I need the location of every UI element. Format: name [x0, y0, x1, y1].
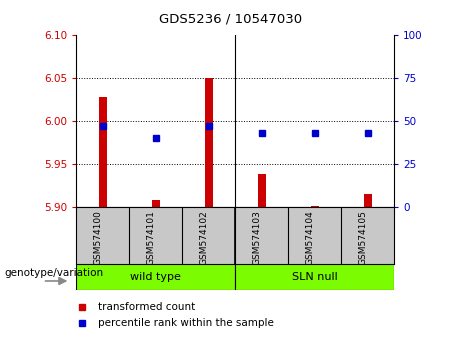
Text: SLN null: SLN null — [292, 272, 337, 282]
Bar — [311, 206, 319, 207]
Text: GSM574102: GSM574102 — [200, 210, 208, 265]
Text: GSM574100: GSM574100 — [94, 210, 102, 265]
Bar — [364, 194, 372, 207]
Text: transformed count: transformed count — [98, 302, 195, 312]
Bar — [205, 78, 213, 207]
Text: wild type: wild type — [130, 272, 181, 282]
Text: GDS5236 / 10547030: GDS5236 / 10547030 — [159, 12, 302, 25]
Text: GSM574103: GSM574103 — [253, 210, 262, 265]
Bar — [235, 264, 394, 290]
Text: GSM574101: GSM574101 — [147, 210, 156, 265]
Text: GSM574105: GSM574105 — [359, 210, 368, 265]
Bar — [76, 264, 235, 290]
Bar — [152, 200, 160, 207]
Text: genotype/variation: genotype/variation — [5, 268, 104, 279]
Text: GSM574104: GSM574104 — [306, 210, 314, 265]
Bar — [99, 97, 106, 207]
Bar — [258, 175, 266, 207]
Text: percentile rank within the sample: percentile rank within the sample — [98, 318, 274, 328]
